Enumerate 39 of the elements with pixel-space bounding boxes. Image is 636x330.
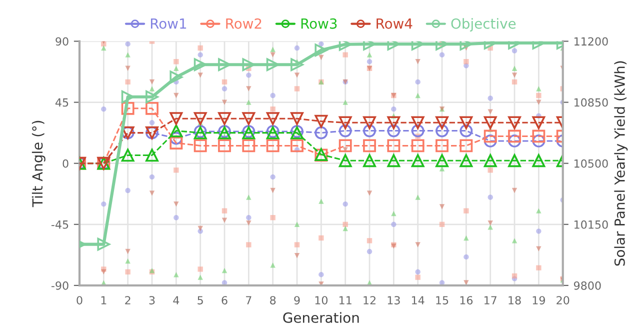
y2-tick-label: 10150: [574, 220, 608, 229]
y-tick-label: 45: [55, 98, 68, 107]
x-tick-label: 12: [364, 296, 376, 304]
x-tick-label: 1: [101, 296, 106, 304]
x-tick-label: 9: [294, 296, 300, 304]
x-tick-label: 18: [508, 296, 521, 304]
x-tick-label: 19: [532, 296, 545, 304]
legend-label: Row1: [150, 18, 186, 29]
y-tick-label: 0: [62, 159, 68, 168]
x-tick-label: 3: [149, 296, 155, 304]
x-tick-label: 14: [412, 296, 424, 304]
x-tick-label: 2: [125, 296, 130, 304]
y2-tick-label: 11200: [574, 37, 608, 46]
y-axis-title: Tilt Angle (°): [32, 120, 46, 208]
x-tick-label: 17: [484, 296, 496, 304]
x-tick-label: 10: [315, 296, 328, 304]
x-tick-label: 4: [173, 296, 180, 304]
x-tick-label: 5: [198, 296, 203, 304]
x-axis-title: Generation: [283, 312, 359, 323]
x-tick-label: 0: [76, 296, 82, 304]
legend-label: Row4: [376, 18, 412, 29]
x-tick-label: 15: [436, 296, 448, 304]
x-tick-label: 11: [340, 296, 352, 304]
x-tick-label: 7: [246, 296, 252, 304]
y2-tick-label: 10500: [574, 159, 608, 168]
y-tick-label: 90: [56, 37, 68, 46]
legend-label: Row3: [301, 18, 337, 29]
x-tick-label: 20: [556, 296, 570, 304]
y2-axis-title: Solar Panel Yearly Yield (kWh): [614, 61, 628, 266]
legend-label: Objective: [451, 18, 516, 32]
y-tick-label: -90: [51, 281, 68, 290]
legend-label: Row2: [226, 18, 262, 29]
x-tick-label: 8: [270, 296, 276, 304]
x-tick-label: 16: [460, 296, 473, 304]
x-tick-label: 13: [388, 296, 400, 304]
y2-tick-label: 9800: [574, 281, 601, 290]
y2-tick-label: 10850: [574, 98, 608, 107]
y-tick-label: -45: [51, 220, 68, 229]
x-tick-label: 6: [222, 296, 228, 304]
